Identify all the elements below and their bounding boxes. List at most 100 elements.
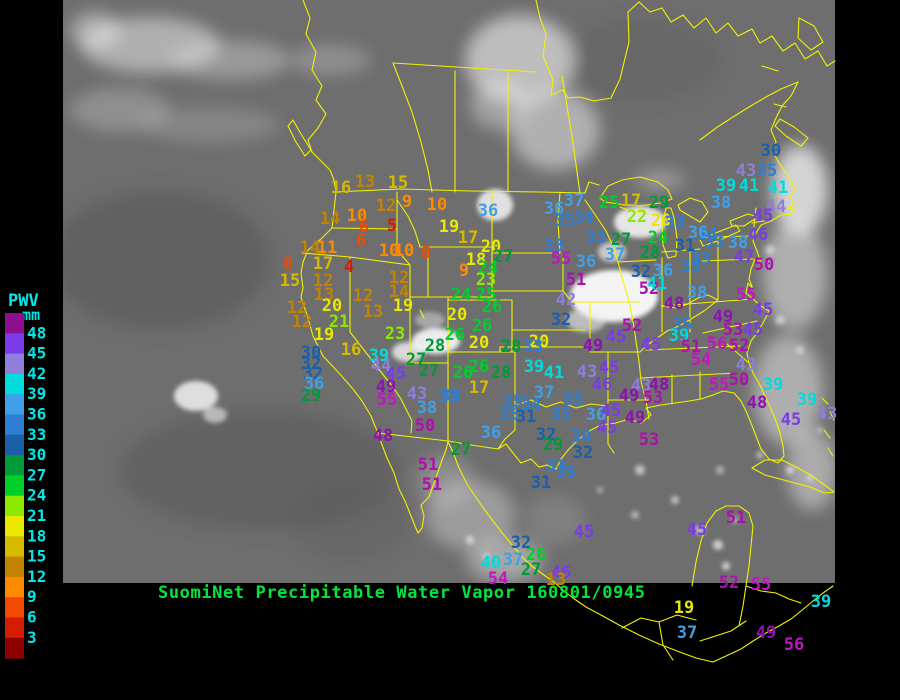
satellite-image: [50, 0, 837, 583]
station-value: 50: [729, 370, 749, 390]
station-value: 45: [753, 300, 773, 320]
legend-tick-label: 39: [27, 384, 46, 403]
legend-tick-label: 42: [27, 364, 46, 383]
legend-tick-label: 33: [27, 425, 46, 444]
station-value: 45: [781, 410, 801, 430]
legend-swatch: [5, 394, 24, 415]
legend-tick-label: 27: [27, 465, 46, 484]
legend-swatch: [5, 415, 24, 436]
station-value: 19: [393, 296, 413, 316]
station-value: 36: [478, 201, 498, 221]
station-value: 10: [427, 195, 447, 215]
legend-swatch: [5, 374, 24, 395]
station-value: 46: [748, 225, 768, 245]
station-value: 56: [784, 635, 804, 655]
station-value: 49: [619, 386, 639, 406]
station-value: 29: [301, 386, 321, 406]
station-value: 33: [586, 228, 606, 248]
station-value: 22: [627, 207, 647, 227]
station-value: 28: [640, 243, 660, 263]
station-value: 35: [555, 211, 575, 231]
station-value: 15: [388, 173, 408, 193]
caption: SuomiNet Precipitable Water Vapor 160801…: [158, 583, 646, 603]
station-value: 17: [458, 228, 478, 248]
station-value: 5: [387, 216, 397, 236]
legend-tick-label: 15: [27, 547, 46, 566]
legend-swatch: [5, 496, 24, 517]
station-value: 33: [691, 249, 711, 269]
station-value: 53: [639, 430, 659, 450]
station-value: 16: [331, 178, 351, 198]
station-value: 33: [523, 337, 543, 357]
station-value: 19: [314, 325, 334, 345]
station-value: 19: [674, 598, 694, 618]
station-value: 53: [643, 388, 663, 408]
station-value: 28: [501, 337, 521, 357]
station-value: 26: [445, 325, 465, 345]
station-value: 27: [451, 440, 471, 460]
legend-swatch: [5, 475, 24, 496]
station-value: 24: [451, 285, 471, 305]
station-value: 46: [592, 375, 612, 395]
station-value: 39: [763, 375, 783, 395]
station-value: 41: [768, 178, 788, 198]
station-value: 41: [544, 363, 564, 383]
station-value: 45: [753, 206, 773, 226]
station-value: 54: [691, 350, 711, 370]
pwv-product-window: 1315161412910106561411101088174121512131…: [0, 0, 900, 700]
station-value: 43: [817, 404, 837, 424]
station-value: 4: [344, 257, 354, 277]
station-value: 23: [385, 324, 405, 344]
legend-swatch: [5, 333, 24, 354]
station-value: 38: [687, 283, 707, 303]
station-value: 38: [711, 193, 731, 213]
legend-swatch: [5, 516, 24, 537]
station-value: 12: [376, 196, 396, 216]
legend-tick-label: 45: [27, 344, 46, 363]
legend-tick-label: 18: [27, 526, 46, 545]
station-value: 13: [363, 302, 383, 322]
station-value: 28: [425, 336, 445, 356]
legend-swatch: [5, 597, 24, 618]
station-value: 47: [734, 247, 754, 267]
station-value: 16: [341, 340, 361, 360]
station-value: 41: [647, 274, 667, 294]
station-value: 33: [438, 387, 458, 407]
station-value: 48: [373, 426, 393, 446]
station-value: 51: [418, 455, 438, 475]
station-value: 39: [797, 390, 817, 410]
station-value: 51: [422, 475, 442, 495]
station-value: 55: [709, 375, 729, 395]
station-value: 34: [574, 208, 594, 228]
station-value: 35: [556, 463, 576, 483]
legend-tick-label: 24: [27, 486, 46, 505]
station-value: 52: [719, 573, 739, 593]
station-value: 36: [576, 252, 596, 272]
station-value: 8: [421, 243, 431, 263]
station-value: 45: [574, 522, 594, 542]
station-value: 49: [756, 623, 776, 643]
legend-tick-label: 30: [27, 445, 46, 464]
station-value: 51: [566, 270, 586, 290]
station-value: 55: [751, 575, 771, 595]
station-value: 41: [739, 176, 759, 196]
station-value: 48: [664, 294, 684, 314]
station-value: 9: [459, 261, 469, 281]
station-value: 45: [641, 335, 661, 355]
station-value: 38: [417, 398, 437, 418]
legend-swatch: [5, 354, 24, 375]
legend-swatch: [5, 435, 24, 456]
station-value: 48: [747, 393, 767, 413]
station-value: 20: [469, 333, 489, 353]
pwv-map-canvas: 1315161412910106561411101088174121512131…: [0, 0, 900, 700]
station-value: 30: [761, 141, 781, 161]
legend-swatch: [5, 313, 24, 334]
station-value: 20: [447, 305, 467, 325]
station-value: 28: [491, 363, 511, 383]
legend-tick-label: 21: [27, 506, 46, 525]
station-value: 32: [573, 443, 593, 463]
station-value: 45: [606, 327, 626, 347]
station-value: 27: [419, 361, 439, 381]
station-value: 26: [482, 297, 502, 317]
station-value: 49: [713, 307, 733, 327]
